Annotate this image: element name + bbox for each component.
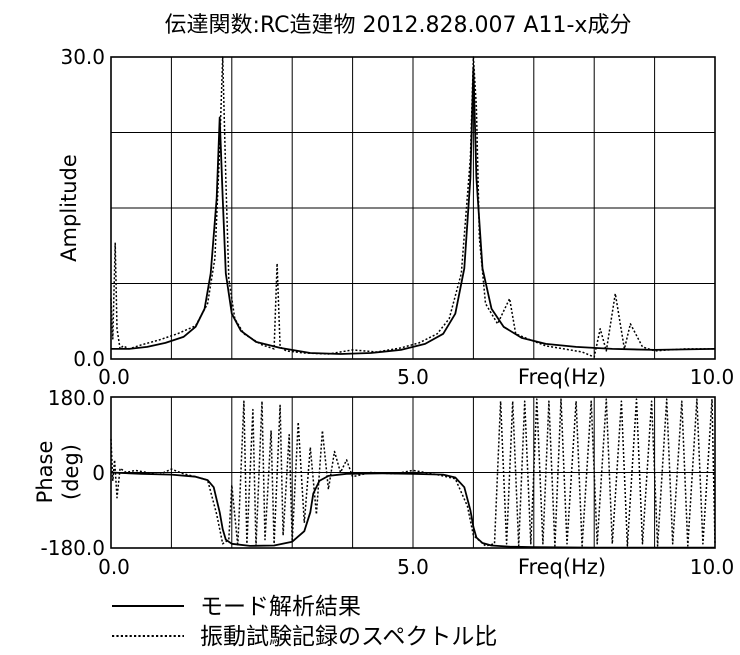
- amplitude-y-tick-top: 30.0: [60, 45, 105, 69]
- amplitude-x-axis-label: Freq(Hz): [518, 365, 606, 389]
- amplitude-x-tick-0: 0.0: [98, 365, 130, 389]
- legend-label-spectral-ratio: 振動試験記録のスペクトル比: [200, 624, 497, 650]
- phase-y-axis-label-line2: (deg): [59, 444, 83, 500]
- amplitude-x-tick-5: 5.0: [397, 365, 429, 389]
- phase-series-spectral-ratio-dotted: [110, 398, 716, 547]
- phase-x-axis-label: Freq(Hz): [518, 555, 606, 579]
- phase-x-tick-10: 10.0: [690, 555, 735, 579]
- phase-y-tick-top: 180.0: [48, 386, 105, 410]
- amplitude-series-mode-analysis-solid: [111, 66, 716, 355]
- amplitude-x-tick-10: 10.0: [690, 365, 735, 389]
- legend-label-mode-analysis: モード解析結果: [200, 594, 361, 620]
- phase-grid: [111, 397, 715, 548]
- phase-series-group: [110, 398, 716, 549]
- amplitude-panel: 30.0 0.0 0.0 5.0 10.0 Freq(Hz) Amplitude: [57, 45, 734, 389]
- phase-y-tick-bottom: -180.0: [41, 536, 105, 560]
- amplitude-grid: [111, 57, 715, 359]
- amplitude-series-spectral-ratio-dotted: [110, 56, 715, 358]
- phase-y-tick-zero: 0: [92, 461, 105, 485]
- phase-x-tick-5: 5.0: [397, 555, 429, 579]
- chart-title: 伝達関数:RC造建物 2012.828.007 A11-x成分: [165, 13, 632, 38]
- legend: モード解析結果 振動試験記録のスペクトル比: [112, 594, 497, 650]
- amplitude-y-tick-bottom: 0.0: [73, 347, 105, 371]
- phase-y-axis-label-line1: Phase: [33, 441, 57, 504]
- amplitude-y-axis-label: Amplitude: [57, 154, 81, 262]
- phase-x-tick-0: 0.0: [98, 555, 130, 579]
- phase-panel: 180.0 0 -180.0 0.0 5.0 10.0 Freq(Hz) Pha…: [33, 386, 734, 579]
- amplitude-series-group: [110, 56, 716, 358]
